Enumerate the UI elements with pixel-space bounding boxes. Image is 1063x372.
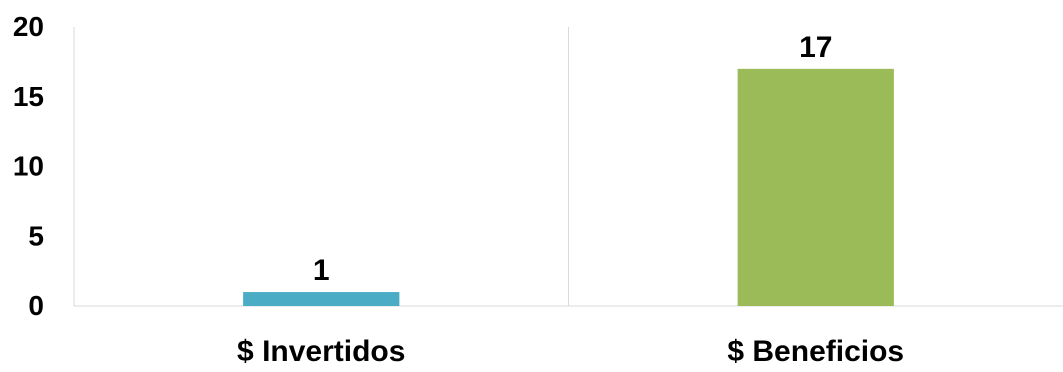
data-labels: 1 17 bbox=[313, 31, 833, 287]
data-label: 1 bbox=[313, 254, 330, 287]
x-category-label: $ Beneficios bbox=[727, 335, 904, 367]
y-tick-label: 0 bbox=[28, 290, 44, 321]
y-tick-label: 10 bbox=[13, 151, 44, 182]
data-label: 17 bbox=[799, 31, 832, 64]
y-axis-tick-labels: 0 5 10 15 20 bbox=[13, 11, 44, 321]
category-separators bbox=[73, 27, 569, 306]
y-tick-label: 15 bbox=[13, 81, 44, 112]
x-category-label: $ Invertidos bbox=[237, 335, 405, 367]
bar-series bbox=[243, 68, 894, 306]
y-tick-label: 5 bbox=[28, 220, 44, 251]
y-tick-label: 20 bbox=[13, 11, 44, 42]
x-axis-category-labels: $ Invertidos $ Beneficios bbox=[237, 335, 904, 368]
bar bbox=[737, 68, 894, 306]
bar bbox=[243, 292, 400, 306]
